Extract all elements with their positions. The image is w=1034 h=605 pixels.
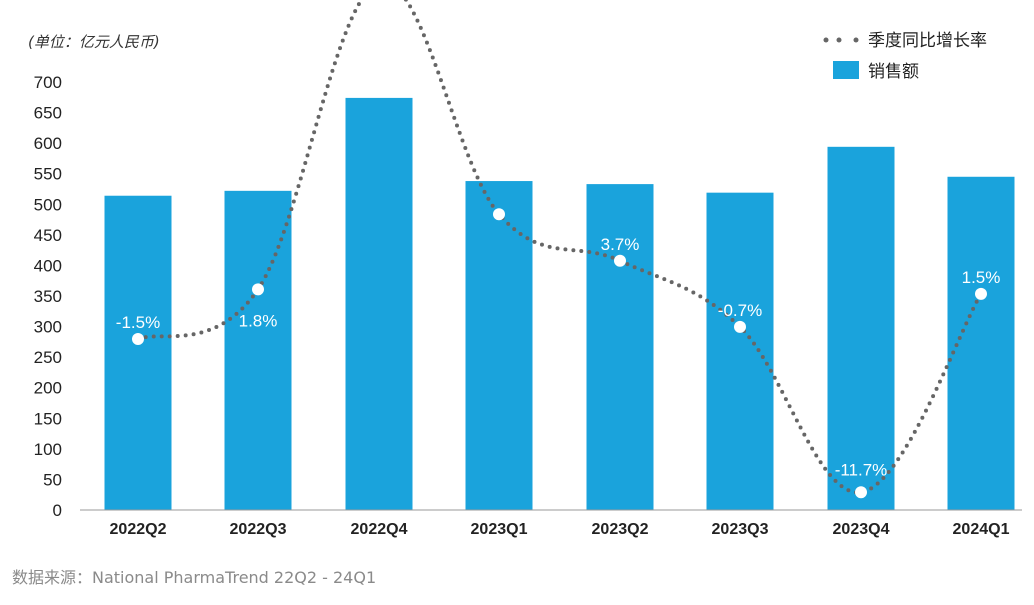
growth-rate-points: [132, 208, 987, 499]
x-tick-label: 2024Q1: [953, 521, 1010, 538]
growth-point-2023Q2: [614, 254, 626, 267]
growth-label-2024Q1: 1.5%: [962, 268, 1001, 287]
bars: [104, 97, 1015, 510]
y-tick-label: 400: [34, 256, 62, 275]
growth-label-2023Q1: 6.8%: [480, 136, 519, 155]
x-tick-label: 2023Q2: [592, 521, 649, 538]
growth-point-2022Q3: [252, 283, 264, 296]
bar-2022Q2: [104, 195, 172, 510]
y-tick-label: 600: [34, 134, 62, 153]
growth-rate-labels: -1.5% 1.8% 22.2% 6.8% 3.7% -0.7% -11.7% 1.5%: [116, 26, 1001, 480]
bar-2022Q3: [224, 190, 292, 510]
bar-2023Q3: [706, 192, 774, 510]
bar-2024Q1: [947, 176, 1015, 510]
x-tick-label: 2023Q4: [833, 521, 890, 538]
legend-growth-dot: [823, 37, 829, 43]
y-axis-ticks: 0 50 100 150 200 250 300 350 400 450 500 550 600 650 7…: [34, 73, 62, 520]
growth-label-2022Q3: 1.8%: [239, 311, 278, 330]
y-tick-label: 450: [34, 226, 62, 245]
y-tick-label: 500: [34, 195, 62, 214]
legend-sales-swatch: [833, 61, 859, 79]
unit-label: (单位：亿元人民币): [28, 33, 160, 51]
y-tick-label: 350: [34, 287, 62, 306]
growth-point-2024Q1: [975, 287, 987, 300]
legend: 季度同比增长率 销售额: [823, 31, 987, 82]
y-tick-label: 100: [34, 440, 62, 459]
y-tick-label: 150: [34, 409, 62, 428]
x-tick-label: 2022Q3: [230, 521, 287, 538]
legend-sales-label: 销售额: [868, 62, 919, 82]
growth-label-2022Q4: 22.2%: [355, 26, 403, 45]
growth-label-2023Q2: 3.7%: [601, 235, 640, 254]
legend-growth-dot: [853, 37, 859, 43]
growth-label-2023Q4: -11.7%: [835, 460, 888, 479]
x-tick-label: 2023Q3: [712, 521, 769, 538]
growth-point-2023Q3: [734, 320, 746, 333]
bar-2022Q4: [345, 97, 413, 510]
growth-point-2023Q1: [493, 208, 505, 221]
bar-2023Q4: [827, 146, 895, 510]
x-tick-label: 2023Q1: [471, 521, 528, 538]
legend-growth-dot: [836, 37, 842, 43]
y-tick-label: 650: [34, 104, 62, 123]
legend-item-sales: 销售额: [833, 61, 919, 82]
growth-point-2022Q2: [132, 332, 144, 345]
y-tick-label: 250: [34, 348, 62, 367]
x-tick-label: 2022Q4: [351, 521, 408, 538]
x-axis-ticks: 2022Q2 2022Q3 2022Q4 2023Q1 2023Q2 2023Q3 2023…: [110, 521, 1010, 538]
y-tick-label: 550: [34, 165, 62, 184]
growth-label-2023Q3: -0.7%: [718, 301, 762, 320]
growth-point-2023Q4: [855, 486, 867, 499]
growth-label-2022Q2: -1.5%: [116, 313, 160, 332]
legend-item-growth: 季度同比增长率: [823, 31, 987, 51]
legend-growth-label: 季度同比增长率: [868, 31, 987, 51]
y-tick-label: 300: [34, 318, 62, 337]
y-tick-label: 0: [53, 501, 62, 520]
y-tick-label: 50: [43, 470, 62, 489]
y-tick-label: 200: [34, 379, 62, 398]
bar-2023Q2: [586, 184, 654, 510]
y-tick-label: 700: [34, 73, 62, 92]
bar-2023Q1: [465, 181, 533, 510]
source-note: 数据来源：National PharmaTrend 22Q2 - 24Q1: [12, 568, 376, 587]
x-tick-label: 2022Q2: [110, 521, 167, 538]
